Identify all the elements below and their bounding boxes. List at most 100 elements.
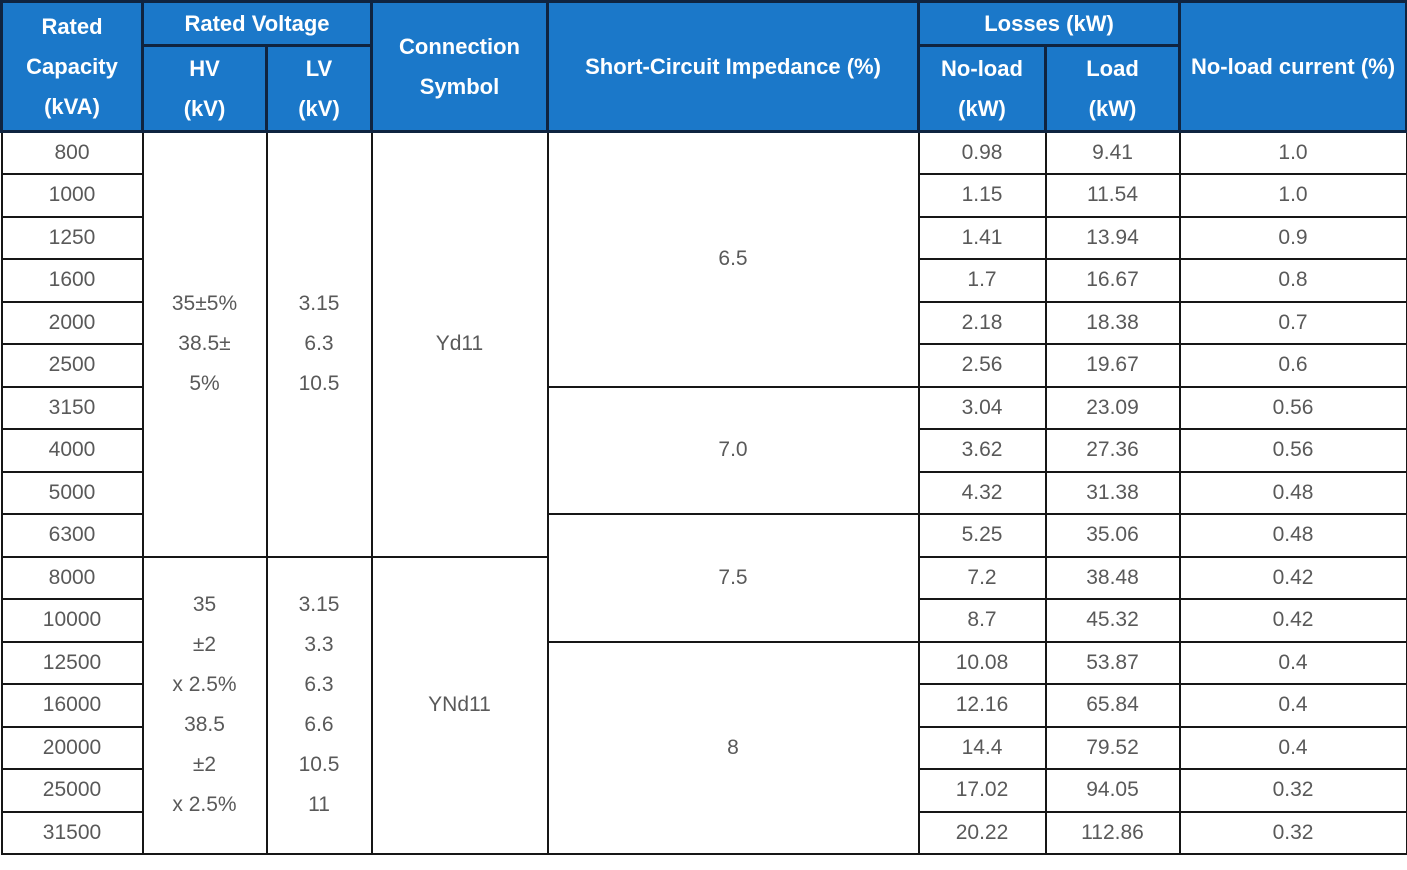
cell-load: 13.94 [1044, 215, 1181, 260]
cell-lv-group1: 3.15 6.3 10.5 [265, 130, 373, 558]
header-line: LV [305, 55, 333, 81]
cell-no-load: 3.62 [917, 428, 1047, 473]
cell-current: 0.42 [1178, 598, 1407, 643]
cell-load: 94.05 [1044, 768, 1181, 813]
table-row: 4000 3.62 27.36 0.56 [0, 428, 1407, 473]
cell-capacity: 10000 [0, 598, 144, 643]
cell-no-load: 2.56 [917, 343, 1047, 388]
header-load-losses: Load (kW) [1044, 44, 1181, 133]
cell-capacity: 1250 [0, 215, 144, 260]
lv-line: 3.3 [304, 633, 334, 657]
cell-no-load: 3.04 [917, 385, 1047, 430]
cell-no-load: 14.4 [917, 725, 1047, 770]
cell-load: 31.38 [1044, 470, 1181, 515]
hv-line: 35 [192, 593, 217, 617]
header-line: (kV) [298, 95, 340, 121]
cell-current: 0.32 [1178, 768, 1407, 813]
table-row: 3150 7.0 3.04 23.09 0.56 [0, 385, 1407, 515]
cell-no-load: 5.25 [917, 513, 1047, 558]
header-line: No-load [941, 55, 1023, 81]
cell-hv-group2: 35 ±2 x 2.5% 38.5 ±2 x 2.5% [141, 555, 268, 855]
table-row: 5000 4.32 31.38 0.48 [0, 470, 1407, 515]
table-row: 2500 2.56 19.67 0.6 [0, 343, 1407, 388]
header-line: Rated [41, 13, 103, 39]
cell-capacity: 25000 [0, 768, 144, 813]
cell-no-load: 4.32 [917, 470, 1047, 515]
cell-load: 9.41 [1044, 130, 1181, 175]
header-line: Symbol [419, 73, 500, 99]
table-row: 8000 35 ±2 x 2.5% 38.5 ±2 x 2.5% 3.15 3.… [0, 555, 1407, 855]
cell-no-load: 20.22 [917, 810, 1047, 855]
cell-no-load: 17.02 [917, 768, 1047, 813]
header-short-circuit-impedance: Short-Circuit Impedance (%) [546, 0, 920, 133]
cell-capacity: 16000 [0, 683, 144, 728]
cell-load: 35.06 [1044, 513, 1181, 558]
hv-line: 38.5 [184, 713, 225, 737]
table-header: Rated Capacity (kVA) Rated Voltage Conne… [0, 0, 1407, 133]
cell-load: 65.84 [1044, 683, 1181, 728]
header-line: (kVA) [44, 93, 100, 119]
table-row: 16000 12.16 65.84 0.4 [0, 683, 1407, 728]
cell-capacity: 1600 [0, 258, 144, 303]
cell-capacity: 2000 [0, 300, 144, 345]
lv-line: 10.5 [298, 753, 340, 777]
header-line: Capacity [26, 53, 118, 79]
cell-capacity: 2500 [0, 343, 144, 388]
cell-current: 0.48 [1178, 470, 1407, 515]
cell-current: 0.56 [1178, 428, 1407, 473]
header-line: Connection [399, 33, 520, 59]
cell-no-load: 7.2 [917, 555, 1047, 600]
header-lv: LV (kV) [265, 44, 373, 133]
cell-no-load: 10.08 [917, 640, 1047, 685]
header-rated-voltage: Rated Voltage [141, 0, 373, 47]
cell-capacity: 5000 [0, 470, 144, 515]
lv-line: 11 [308, 793, 330, 817]
cell-current: 0.4 [1178, 725, 1407, 770]
header-line: (kW) [958, 95, 1006, 121]
hv-line: 38.5± [178, 332, 231, 356]
header-hv: HV (kV) [141, 44, 268, 133]
cell-capacity: 31500 [0, 810, 144, 855]
header-rated-capacity: Rated Capacity (kVA) [0, 0, 144, 133]
table-row: 12500 8 10.08 53.87 0.4 [0, 640, 1407, 855]
table-row: 20000 14.4 79.52 0.4 [0, 725, 1407, 770]
cell-capacity: 6300 [0, 513, 144, 558]
header-connection-symbol: Connection Symbol [370, 0, 549, 133]
table-row: 800 35±5% 38.5± 5% 3.15 6.3 10.5 Yd11 6.… [0, 130, 1407, 558]
cell-load: 19.67 [1044, 343, 1181, 388]
cell-current: 0.4 [1178, 640, 1407, 685]
cell-capacity: 1000 [0, 173, 144, 218]
cell-load: 79.52 [1044, 725, 1181, 770]
cell-current: 0.7 [1178, 300, 1407, 345]
header-no-load-current: No-load current (%) [1178, 0, 1407, 133]
header-line: (kV) [183, 95, 226, 121]
cell-load: 45.32 [1044, 598, 1181, 643]
cell-no-load: 2.18 [917, 300, 1047, 345]
cell-impedance-group3: 7.5 [546, 513, 920, 643]
table-row: 10000 8.7 45.32 0.42 [0, 598, 1407, 643]
cell-current: 0.32 [1178, 810, 1407, 855]
table-row: 31500 20.22 112.86 0.32 [0, 810, 1407, 855]
table-row: 25000 17.02 94.05 0.32 [0, 768, 1407, 813]
cell-lv-group2: 3.15 3.3 6.3 6.6 10.5 11 [265, 555, 373, 855]
cell-capacity: 20000 [0, 725, 144, 770]
lv-line: 6.3 [304, 332, 334, 356]
cell-current: 0.48 [1178, 513, 1407, 558]
cell-no-load: 8.7 [917, 598, 1047, 643]
cell-no-load: 1.41 [917, 215, 1047, 260]
cell-connection-group1: Yd11 [370, 130, 549, 558]
header-line: HV [189, 55, 220, 81]
cell-current: 1.0 [1178, 173, 1407, 218]
cell-impedance-group4: 8 [546, 640, 920, 855]
hv-line: ±2 [192, 633, 217, 657]
cell-current: 0.6 [1178, 343, 1407, 388]
lv-line: 3.15 [298, 292, 340, 316]
header-losses: Losses (kW) [917, 0, 1181, 47]
lv-line: 6.6 [304, 713, 334, 737]
cell-capacity: 8000 [0, 555, 144, 600]
cell-load: 53.87 [1044, 640, 1181, 685]
cell-no-load: 1.15 [917, 173, 1047, 218]
cell-current: 1.0 [1178, 130, 1407, 175]
cell-load: 38.48 [1044, 555, 1181, 600]
